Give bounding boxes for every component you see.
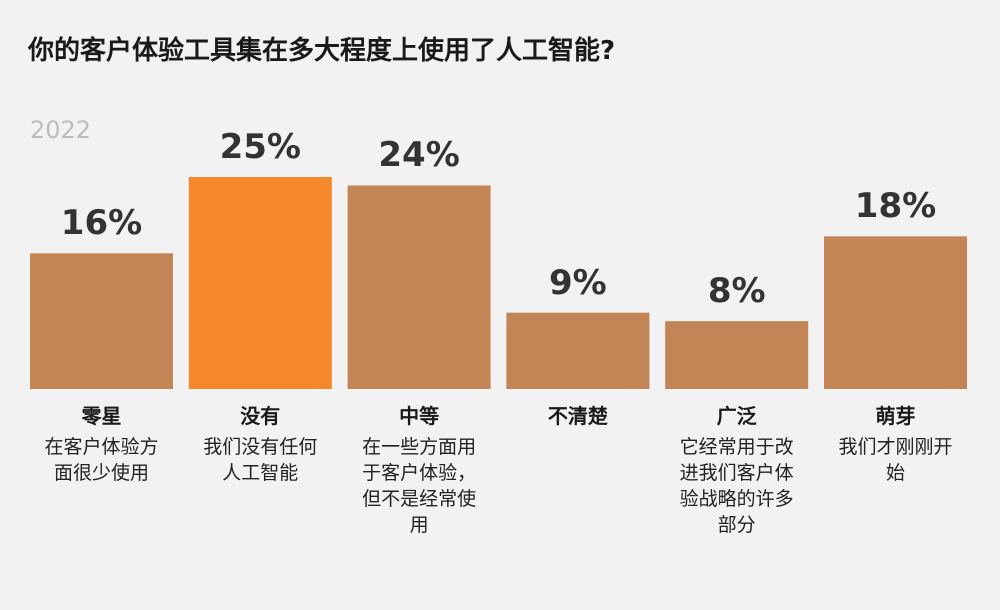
category-label: 零星 (81, 404, 122, 428)
value-label: 18% (854, 186, 937, 227)
bar (824, 236, 967, 389)
bar (506, 312, 650, 389)
value-label: 25% (219, 127, 301, 167)
bar (665, 321, 809, 389)
value-label: 8% (707, 271, 766, 312)
chart-title: 你的客户体验工具集在多大程度上使用了人工智能? (28, 36, 616, 66)
bar (30, 253, 173, 389)
category-label: 不清楚 (547, 404, 608, 428)
category-description: 我们才刚刚开始 (838, 436, 953, 484)
value-label: 24% (378, 135, 460, 176)
category-label: 中等 (399, 404, 440, 428)
category-label: 没有 (240, 404, 281, 428)
category-description: 在一些方面用于客户体验，但不是经常使用 (362, 436, 477, 536)
category-description: 我们没有任何人工智能 (203, 436, 318, 484)
category-label: 萌芽 (875, 404, 916, 428)
bar (347, 185, 491, 389)
subtitle: 2022 (30, 116, 92, 144)
category-description: 它经常用于改进我们客户体验战略的许多部分 (679, 436, 794, 536)
category-description: 在客户体验方面很少使用 (44, 436, 159, 484)
value-label: 16% (60, 203, 143, 244)
bar (188, 177, 332, 389)
value-label: 9% (549, 262, 607, 303)
category-label: 广泛 (716, 404, 757, 428)
